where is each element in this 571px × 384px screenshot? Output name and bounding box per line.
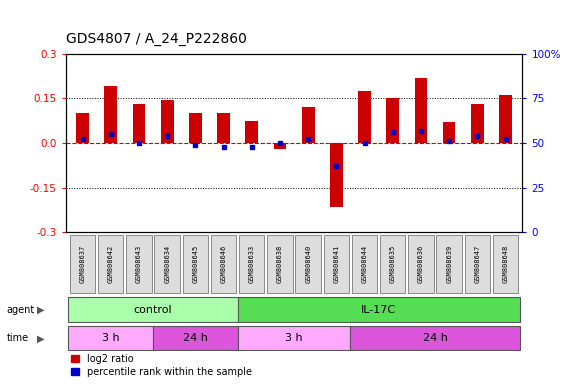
FancyBboxPatch shape bbox=[70, 235, 95, 293]
Text: GDS4807 / A_24_P222860: GDS4807 / A_24_P222860 bbox=[66, 32, 247, 46]
Text: IL-17C: IL-17C bbox=[361, 305, 396, 314]
Bar bbox=[189, 113, 202, 143]
FancyBboxPatch shape bbox=[211, 235, 236, 293]
Text: GSM808638: GSM808638 bbox=[277, 245, 283, 283]
Text: GSM808640: GSM808640 bbox=[305, 245, 311, 283]
FancyBboxPatch shape bbox=[380, 235, 405, 293]
FancyBboxPatch shape bbox=[324, 235, 349, 293]
Text: GSM808644: GSM808644 bbox=[361, 245, 368, 283]
Text: GSM808635: GSM808635 bbox=[390, 245, 396, 283]
FancyBboxPatch shape bbox=[493, 235, 518, 293]
Text: 3 h: 3 h bbox=[286, 333, 303, 343]
Bar bbox=[77, 113, 89, 143]
Text: 24 h: 24 h bbox=[183, 333, 208, 343]
Text: GSM808636: GSM808636 bbox=[418, 245, 424, 283]
Text: control: control bbox=[134, 305, 172, 314]
Text: ▶: ▶ bbox=[37, 333, 45, 343]
Bar bbox=[246, 121, 258, 143]
FancyBboxPatch shape bbox=[69, 298, 238, 321]
Bar bbox=[499, 95, 512, 143]
Bar bbox=[358, 91, 371, 143]
FancyBboxPatch shape bbox=[183, 235, 208, 293]
FancyBboxPatch shape bbox=[98, 235, 123, 293]
FancyBboxPatch shape bbox=[238, 326, 351, 350]
Text: GSM808647: GSM808647 bbox=[475, 245, 480, 283]
Bar bbox=[217, 113, 230, 143]
Bar bbox=[330, 143, 343, 207]
Text: GSM808645: GSM808645 bbox=[192, 245, 198, 283]
Text: GSM808639: GSM808639 bbox=[446, 245, 452, 283]
FancyBboxPatch shape bbox=[351, 326, 520, 350]
Bar bbox=[161, 100, 174, 143]
Text: ▶: ▶ bbox=[37, 305, 45, 314]
Bar bbox=[387, 98, 399, 143]
Text: 24 h: 24 h bbox=[423, 333, 448, 343]
FancyBboxPatch shape bbox=[126, 235, 152, 293]
Text: GSM808642: GSM808642 bbox=[108, 245, 114, 283]
Bar bbox=[104, 86, 117, 143]
Text: time: time bbox=[7, 333, 29, 343]
FancyBboxPatch shape bbox=[295, 235, 321, 293]
Text: GSM808643: GSM808643 bbox=[136, 245, 142, 283]
Text: GSM808634: GSM808634 bbox=[164, 245, 170, 283]
FancyBboxPatch shape bbox=[408, 235, 433, 293]
Text: 3 h: 3 h bbox=[102, 333, 119, 343]
Bar bbox=[274, 143, 286, 149]
FancyBboxPatch shape bbox=[69, 326, 153, 350]
Bar bbox=[443, 122, 456, 143]
Text: GSM808648: GSM808648 bbox=[502, 245, 509, 283]
Text: GSM808641: GSM808641 bbox=[333, 245, 339, 283]
Text: agent: agent bbox=[7, 305, 35, 314]
Bar bbox=[302, 107, 315, 143]
FancyBboxPatch shape bbox=[153, 326, 238, 350]
FancyBboxPatch shape bbox=[465, 235, 490, 293]
FancyBboxPatch shape bbox=[155, 235, 180, 293]
FancyBboxPatch shape bbox=[436, 235, 462, 293]
Bar bbox=[471, 104, 484, 143]
Bar bbox=[132, 104, 146, 143]
FancyBboxPatch shape bbox=[238, 298, 520, 321]
Text: GSM808646: GSM808646 bbox=[220, 245, 227, 283]
FancyBboxPatch shape bbox=[267, 235, 293, 293]
FancyBboxPatch shape bbox=[352, 235, 377, 293]
Text: GSM808637: GSM808637 bbox=[79, 245, 86, 283]
Bar bbox=[415, 78, 427, 143]
FancyBboxPatch shape bbox=[239, 235, 264, 293]
Legend: log2 ratio, percentile rank within the sample: log2 ratio, percentile rank within the s… bbox=[71, 354, 252, 377]
Text: GSM808633: GSM808633 bbox=[249, 245, 255, 283]
